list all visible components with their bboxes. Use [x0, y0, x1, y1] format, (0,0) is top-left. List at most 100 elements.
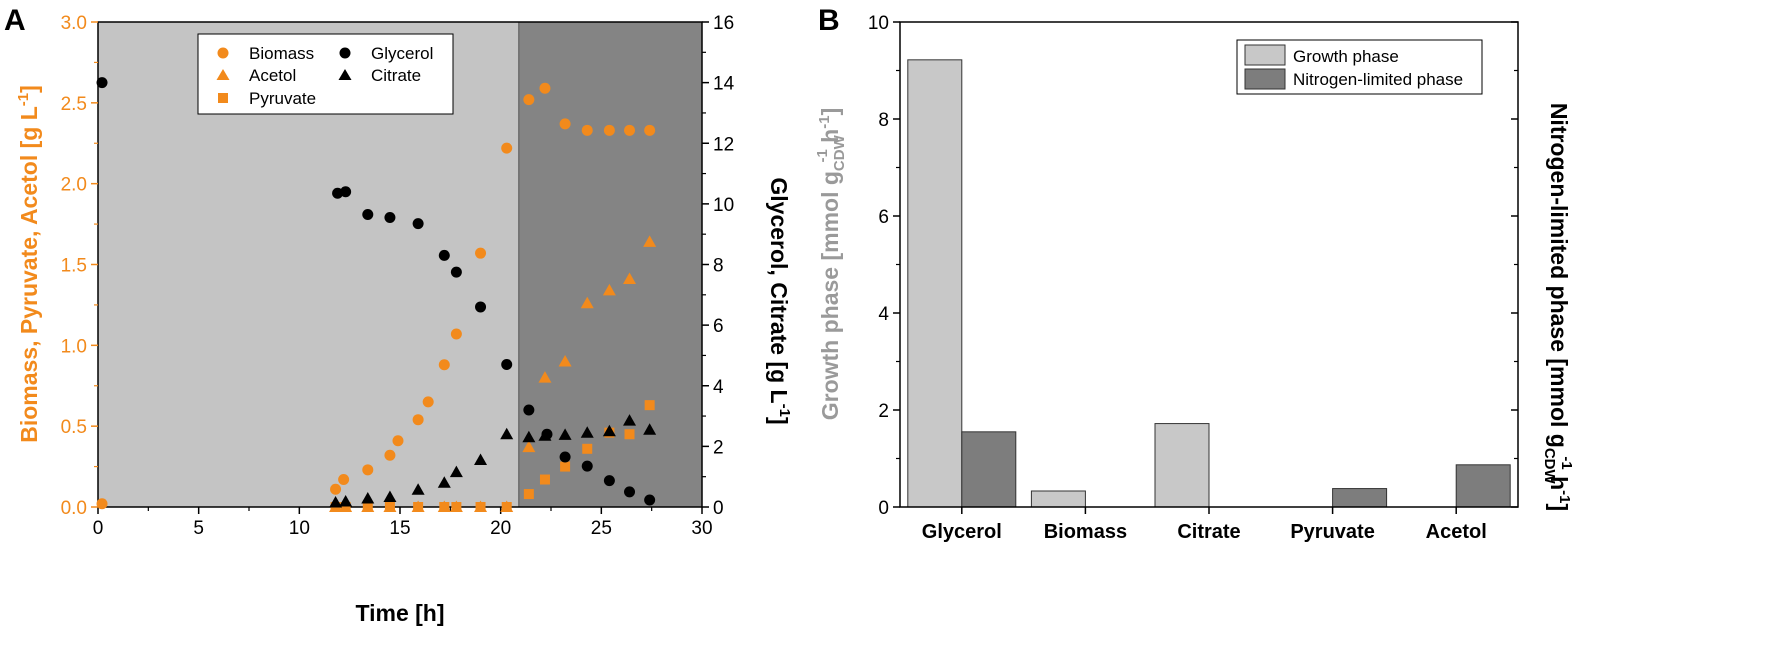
y-left-tick-label: 2.5: [61, 94, 87, 115]
nlim-bar-pyruvate: [1332, 488, 1388, 508]
citrate-point: [643, 423, 657, 435]
pyruvate-point: [523, 489, 534, 500]
legend-citrate-marker: [338, 69, 352, 80]
category-label-citrate: Citrate: [1177, 521, 1240, 543]
citrate-point: [329, 495, 343, 508]
legend-acetol-marker: [216, 69, 230, 80]
plot-a-points: [96, 77, 657, 512]
citrate-point: [339, 495, 353, 507]
legend-growth-label: Growth phase: [1293, 47, 1399, 66]
citrate-point: [558, 428, 572, 440]
glycerol-point: [559, 451, 571, 463]
pyruvate-point: [539, 474, 550, 485]
growth-bar-biomass: [1030, 490, 1086, 508]
biomass-point: [338, 474, 350, 486]
citrate-point: [361, 492, 375, 504]
y-tick-label: 0: [878, 498, 889, 519]
y-axis-left-title: Biomass, Pyruvate, Acetol [g L-1]: [15, 85, 42, 443]
x-tick-label: 30: [691, 518, 712, 539]
y-right-tick-label: 10: [713, 195, 734, 216]
acetol-point: [602, 283, 616, 296]
acetol-point: [580, 296, 594, 309]
y-left-tick-label: 1.0: [61, 336, 87, 357]
legend-nlim-swatch: [1244, 68, 1286, 90]
citrate-point: [538, 429, 552, 441]
y-right-tick-label: 16: [713, 13, 734, 34]
y-tick-label: 2: [878, 401, 889, 422]
glycerol-point: [450, 266, 462, 278]
glycerol-point: [501, 359, 513, 371]
pyruvate-point: [451, 502, 462, 512]
glycerol-point: [523, 404, 535, 416]
biomass-point: [422, 396, 434, 408]
y-left-tick-label: 0.0: [61, 498, 87, 519]
x-tick-label: 10: [289, 518, 310, 539]
panel-a: A 0 5 10 15 20 25 30 0.0 0.5 1.0 1.5 2.0 2.5 3.0 0 2 4 6 8…: [4, 4, 793, 626]
x-axis-title: Time [h]: [355, 600, 444, 626]
glycerol-point: [438, 249, 450, 261]
category-label-acetol: Acetol: [1426, 521, 1487, 543]
pyruvate-point: [644, 400, 655, 411]
glycerol-point: [603, 475, 615, 487]
nlim-bar-glycerol: [961, 431, 1017, 508]
y-right-tick-label: 14: [713, 74, 735, 95]
y-tick-label: 8: [878, 110, 889, 131]
pyruvate-point: [475, 502, 486, 512]
plot-a-legend: Biomass Glycerol Acetol Citrate Pyruvate: [197, 33, 454, 115]
pyruvate-point: [439, 502, 450, 512]
pyruvate-point: [560, 461, 571, 472]
plot-b-legend: Growth phase Nitrogen-limited phase: [1236, 39, 1483, 95]
pyruvate-point: [362, 502, 373, 512]
glycerol-point: [412, 218, 424, 230]
x-tick-label: 25: [591, 518, 612, 539]
legend-pyruvate-label: Pyruvate: [249, 89, 316, 108]
pyruvate-point: [582, 443, 593, 454]
growth-bar-citrate: [1154, 423, 1210, 508]
citrate-point: [449, 465, 463, 478]
panel-b-label: B: [818, 4, 840, 37]
category-label-pyruvate: Pyruvate: [1290, 521, 1375, 543]
x-tick-label: 20: [490, 518, 511, 539]
biomass-point: [362, 464, 374, 476]
acetol-point: [558, 355, 572, 367]
glycerol-point: [624, 486, 636, 498]
acetol-point: [643, 235, 657, 247]
glycerol-point: [581, 460, 593, 472]
glycerol-point: [384, 212, 396, 224]
nitrogen-limited-phase-background: [518, 22, 702, 507]
legend-biomass-label: Biomass: [249, 44, 314, 63]
category-label-glycerol: Glycerol: [922, 521, 1002, 543]
legend-glycerol-marker: [339, 47, 351, 59]
legend-citrate-label: Citrate: [371, 66, 421, 85]
glycerol-point: [340, 186, 352, 198]
y-right-tick-label: 8: [713, 256, 724, 277]
x-tick-label: 5: [193, 518, 204, 539]
acetol-point: [623, 272, 637, 285]
biomass-point: [392, 435, 404, 447]
citrate-point: [522, 430, 536, 443]
y-right-tick-label: 4: [713, 377, 724, 398]
glycerol-point: [475, 301, 487, 313]
y-axis-left-title: Growth phase [mmol gCDW-1 h-1]: [814, 108, 848, 421]
biomass-point: [412, 414, 424, 426]
citrate-point: [383, 490, 397, 502]
citrate-point: [411, 483, 425, 495]
biomass-point: [330, 483, 342, 495]
y-axis-right-title: Nitrogen-limited phase [mmol gCDW-1 h-1]: [1541, 103, 1575, 511]
y-left-tick-label: 3.0: [61, 13, 87, 34]
plot-a-ticks: 0 5 10 15 20 25 30 0.0 0.5 1.0 1.5 2.0 2.5 3.0 0 2 4 6 8 10…: [61, 13, 735, 539]
x-tick-label: 0: [93, 518, 104, 539]
legend-growth-swatch: [1244, 44, 1286, 66]
citrate-point: [602, 424, 616, 437]
glycerol-point: [362, 208, 374, 220]
pyruvate-point: [340, 502, 351, 512]
glycerol-point: [96, 77, 108, 89]
glycerol-point: [644, 494, 656, 506]
biomass-point: [539, 82, 551, 94]
biomass-point: [523, 94, 535, 106]
citrate-point: [623, 414, 637, 426]
legend-glycerol-label: Glycerol: [371, 44, 433, 63]
panel-a-label: A: [4, 4, 26, 37]
legend-pyruvate-marker: [218, 93, 228, 103]
citrate-point: [580, 426, 594, 438]
